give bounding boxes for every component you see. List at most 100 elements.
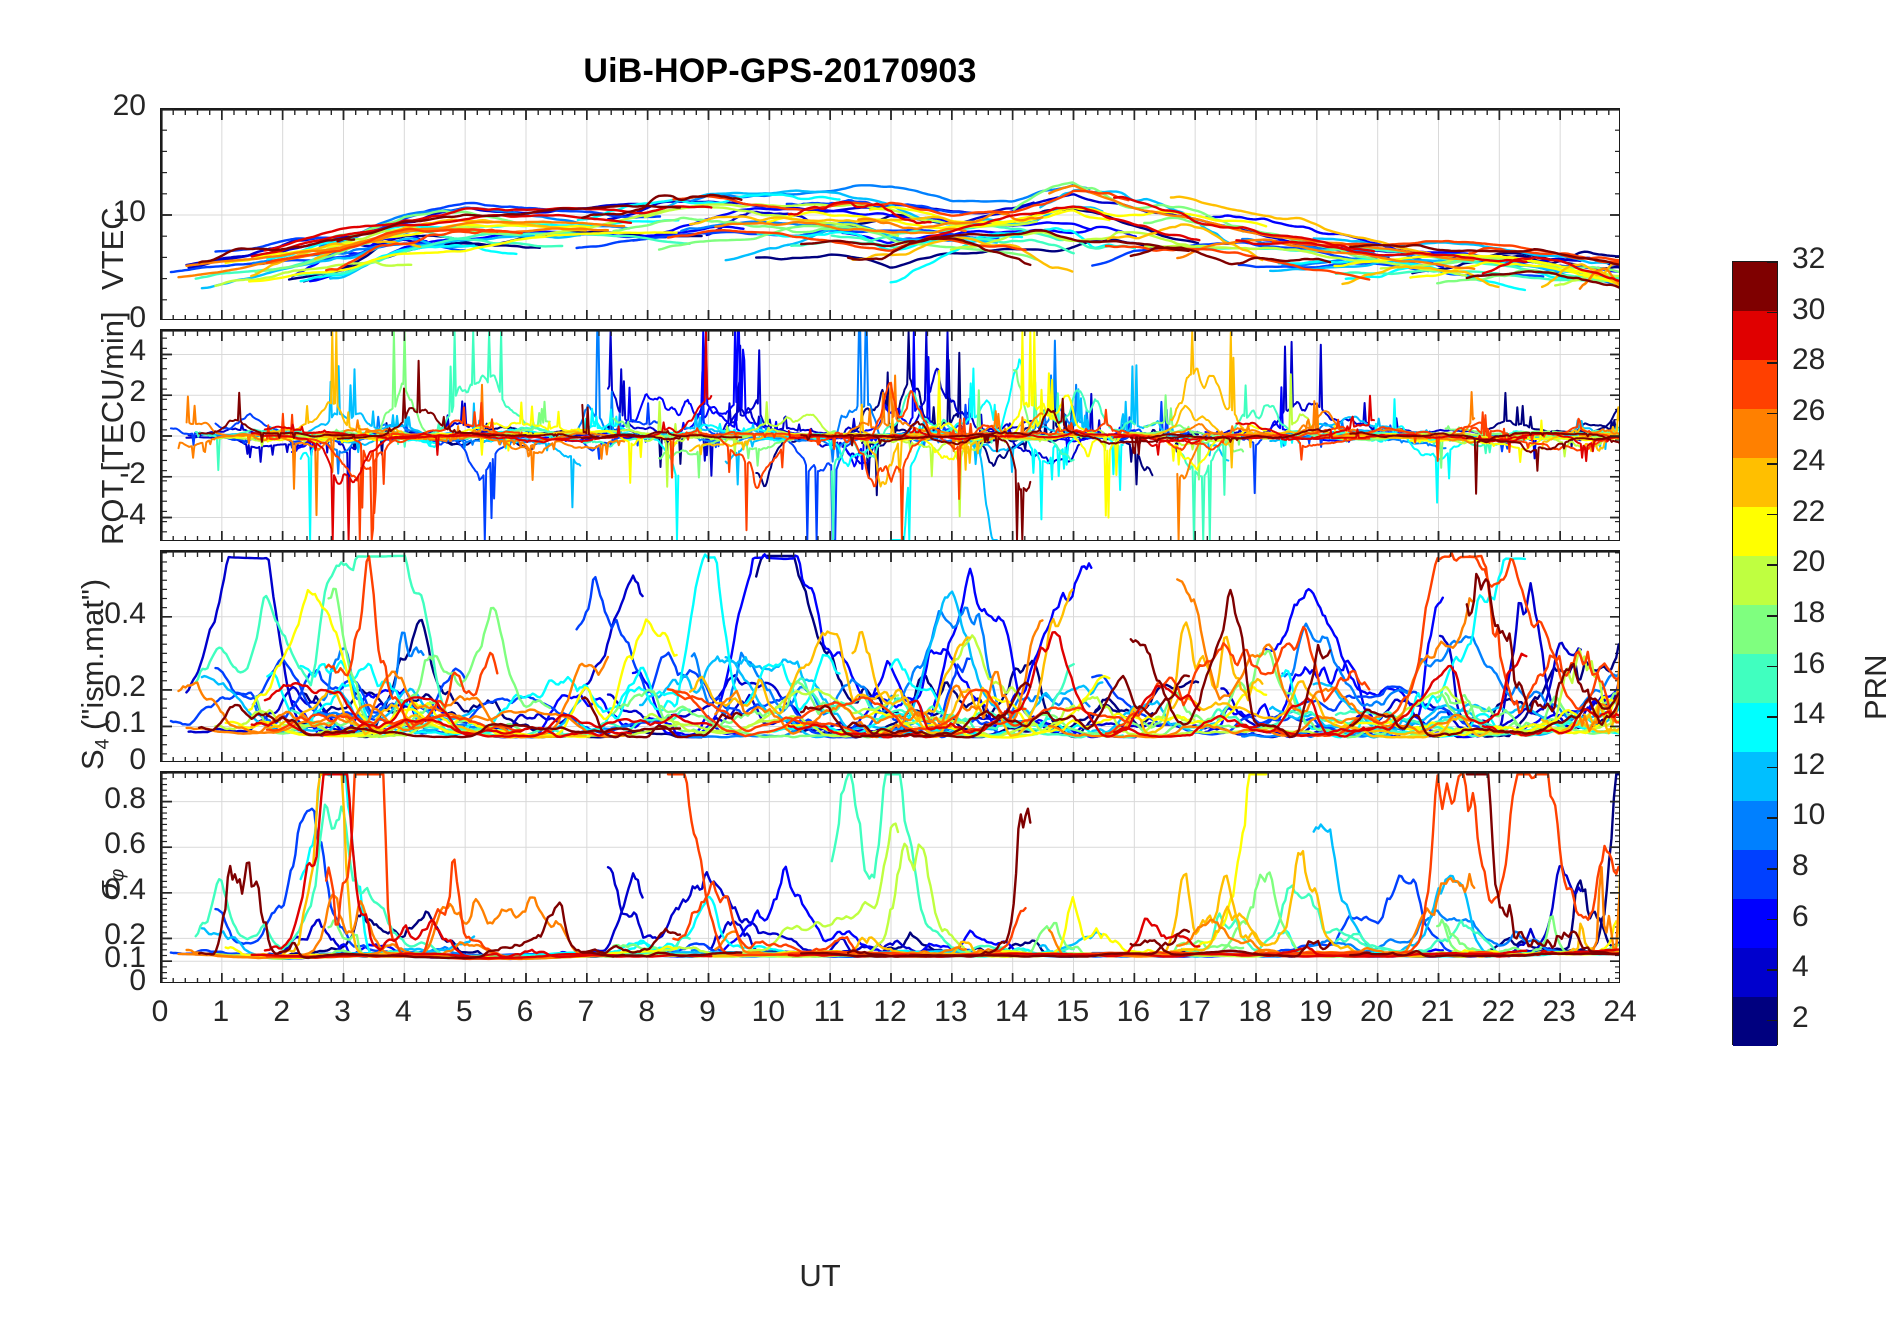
colorbar-tick-label: 4 [1792,950,1809,984]
colorbar-segment [1733,556,1777,605]
colorbar-segment [1733,703,1777,752]
data-trace [1176,578,1476,721]
colorbar-tick-mark [1767,615,1778,617]
data-trace [214,201,662,253]
data-trace [787,200,932,225]
colorbar-segment [1733,409,1777,458]
y-tick-label: 0.1 [104,941,146,975]
data-trace [1468,554,1619,724]
x-tick-label: 4 [394,995,412,1028]
colorbar-segment [1733,360,1777,409]
colorbar-tick-label: 8 [1792,848,1809,882]
data-trace [1281,622,1619,722]
data-trace [800,674,1191,738]
data-trace [247,231,678,283]
data-trace [847,433,1032,540]
data-trace [851,588,1074,738]
colorbar-tick-label: 30 [1792,292,1826,326]
x-tick-label: 23 [1542,995,1576,1028]
data-trace [1129,939,1332,958]
data-trace [327,587,551,733]
x-tick-label: 12 [873,995,907,1028]
data-trace [1578,428,1619,438]
y-tick-label: -2 [119,456,146,490]
colorbar-tick-mark [1767,766,1778,769]
data-trace [336,722,682,739]
x-axis-label: UT [799,1258,841,1293]
x-tick-label: 18 [1238,995,1272,1028]
colorbar-tick-mark [1767,362,1778,364]
figure-title: UiB-HOP-GPS-20170903 [583,52,977,90]
x-tick-label: 6 [516,995,534,1028]
x-tick-label: 22 [1481,995,1516,1028]
data-trace [909,630,1201,738]
x-tick-label: 16 [1116,995,1151,1028]
data-trace [1176,238,1476,271]
y-tick-label: 0.6 [104,827,146,861]
colorbar-segment [1733,948,1777,997]
colorbar-tick-mark [1767,412,1778,415]
data-trace [324,228,499,272]
data-trace [672,189,1130,217]
colorbar-tick-label: 28 [1792,343,1826,377]
prn-colorbar[interactable] [1732,261,1778,1046]
data-trace [1349,431,1619,472]
x-tick-label: 10 [751,995,786,1028]
colorbar-segment [1733,311,1777,360]
data-trace [787,723,932,739]
colorbar-tick-label: 24 [1792,444,1826,478]
data-trace [766,209,1111,230]
panel-rot-axes[interactable] [160,329,1620,541]
colorbar-segment [1733,850,1777,899]
colorbar-segment [1733,262,1777,311]
colorbar-segment [1733,654,1777,703]
data-trace [324,555,499,730]
data-trace [857,211,1044,231]
data-trace [336,359,681,441]
data-trace [672,382,1130,446]
data-trace [250,240,422,278]
data-trace [198,703,356,737]
data-trace [263,205,713,252]
colorbar-tick-label: 32 [1792,242,1826,275]
x-tick-label: 14 [994,995,1029,1028]
data-trace [1578,865,1619,955]
data-trace [1341,715,1500,739]
y-tick-label: 0.8 [104,781,146,815]
data-trace [581,951,743,958]
colorbar-tick-label: 26 [1792,393,1826,427]
data-trace [250,690,422,736]
data-trace [1349,243,1619,266]
y-tick-label: 0.4 [104,596,146,630]
data-trace [1349,692,1619,738]
data-trace [336,901,682,960]
panel-vtec-axes[interactable] [160,108,1620,320]
colorbar-tick-label: 12 [1792,747,1826,781]
data-trace [1333,253,1619,283]
data-trace [667,431,1027,540]
data-trace [949,230,1196,251]
data-trace [672,688,1130,739]
colorbar-tick-mark [1767,716,1778,718]
colorbar-tick-mark [1767,564,1778,567]
colorbar-segment [1733,801,1777,850]
colorbar-tick-mark [1767,817,1778,819]
colorbar-tick-mark [1767,918,1778,921]
colorbar-tick-label: 14 [1792,697,1826,731]
colorbar-tick-mark [1767,969,1778,971]
colorbar-label: PRN [1858,654,1893,720]
data-trace [1341,265,1500,289]
data-trace [325,401,499,515]
data-trace [1465,572,1619,726]
data-trace [846,681,1032,739]
y-tick-label: 0.2 [104,918,146,952]
y-tick-label: 0.4 [104,872,146,906]
panel-s4-axes[interactable] [160,550,1620,762]
x-tick-label: 2 [273,995,290,1028]
x-tick-label: 24 [1603,995,1637,1028]
x-tick-label: 5 [455,995,473,1028]
x-tick-label: 11 [813,995,845,1028]
data-trace [1235,652,1528,738]
panel-sigmaphi-axes[interactable] [160,771,1620,983]
